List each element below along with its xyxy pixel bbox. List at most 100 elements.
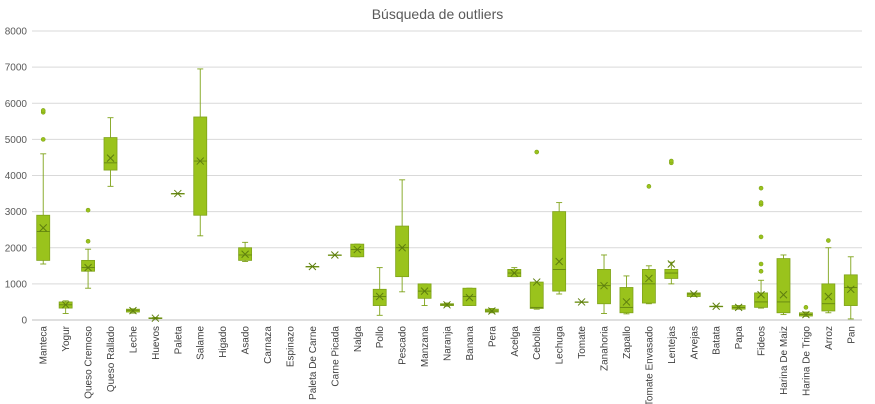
y-tick-label: 1000 (5, 279, 28, 290)
mean-marker (779, 290, 788, 299)
x-tick-label: Fideos (757, 326, 768, 356)
outlier-point (803, 305, 809, 310)
x-tick-label: Queso Rallado (106, 326, 117, 393)
chart-title: Búsqueda de outliers (371, 6, 504, 22)
mean-marker (757, 290, 765, 299)
outlier-point (758, 261, 764, 267)
mean-marker (241, 250, 249, 259)
outlier-point (758, 268, 764, 274)
box (754, 292, 768, 308)
y-tick-label: 4000 (5, 171, 28, 182)
x-tick-label: Banana (465, 326, 476, 361)
mean-marker (443, 300, 451, 309)
x-tick-label: Batata (712, 326, 723, 355)
x-tick-label: Acelga (510, 326, 521, 357)
x-tick-label: Harina De Trigo (801, 326, 812, 396)
x-tick-label: Papa (734, 326, 745, 350)
y-tick-label: 7000 (5, 63, 28, 74)
x-tick-label: Carne Picada (330, 326, 341, 387)
outlier-point (85, 207, 91, 213)
x-tick-label: Huevos (151, 326, 162, 360)
box (619, 287, 634, 314)
outlier-point (758, 200, 764, 205)
mean-marker (689, 290, 698, 298)
mean-marker (600, 281, 608, 290)
x-tick-label: Naranja (443, 326, 454, 361)
mean-marker (61, 300, 70, 309)
x-tick-label: Carnaza (263, 326, 274, 364)
mean-marker (645, 274, 653, 283)
y-tick-label: 3000 (5, 207, 28, 218)
mean-marker (824, 292, 833, 301)
box (664, 269, 679, 279)
mean-marker (39, 224, 48, 232)
outlier-point (758, 185, 764, 191)
x-tick-label: Arroz (824, 326, 835, 350)
x-tick-label: Salame (196, 326, 207, 360)
x-tick-label: Manteca (39, 326, 50, 365)
outlier-point (85, 238, 91, 244)
outlier-point (40, 108, 46, 113)
mean-marker (465, 293, 474, 302)
mean-marker (129, 306, 137, 315)
mean-marker (173, 189, 182, 198)
mean-marker (734, 303, 743, 312)
y-tick-label: 0 (21, 316, 27, 327)
mean-marker (712, 302, 721, 311)
mean-marker (308, 262, 317, 271)
x-tick-label: Espinazo (285, 326, 296, 368)
x-tick-label: Pan (846, 326, 857, 344)
mean-marker (510, 269, 519, 277)
box (686, 292, 701, 297)
outlier-point (646, 184, 652, 189)
mean-marker (353, 245, 362, 254)
box (821, 283, 836, 312)
mean-marker (577, 298, 586, 306)
mean-marker (532, 278, 541, 286)
mean-marker (151, 314, 160, 323)
mean-marker (802, 310, 810, 319)
box (193, 116, 208, 216)
mean-marker (398, 243, 406, 252)
x-tick-label: Cebolla (532, 326, 543, 360)
mean-marker (846, 285, 855, 294)
mean-marker (667, 260, 676, 268)
x-tick-label: Pescado (398, 326, 409, 365)
x-tick-label: Pera (487, 326, 498, 348)
x-tick-label: Higado (218, 326, 229, 358)
mean-marker (375, 292, 384, 301)
box (395, 225, 410, 278)
x-tick-label: Arvejas (689, 326, 700, 359)
box (641, 269, 656, 304)
mean-marker (555, 257, 564, 266)
x-tick-label: Lechuga (555, 326, 566, 365)
box (350, 243, 365, 258)
box (36, 214, 51, 261)
outlier-point (758, 234, 764, 240)
box (81, 259, 95, 272)
y-tick-label: 6000 (5, 99, 28, 110)
outlier-point (826, 238, 831, 243)
x-tick-label: Pollo (375, 326, 386, 349)
mean-marker (488, 307, 496, 315)
box (843, 274, 858, 306)
mean-marker (420, 287, 429, 295)
x-tick-label: Leche (128, 326, 139, 354)
x-tick-label: Zanahoria (600, 326, 611, 371)
box (529, 281, 544, 309)
y-tick-label: 2000 (5, 243, 28, 254)
box (552, 211, 567, 292)
outlier-point (534, 149, 540, 155)
outlier-point (669, 158, 674, 164)
mean-marker (106, 154, 115, 163)
x-tick-label: Yogur (61, 325, 72, 351)
x-tick-label: Harina De Maiz (779, 326, 790, 395)
x-tick-label: Tomate Envasado (644, 326, 655, 404)
mean-marker (622, 298, 631, 306)
x-tick-label: Lentejas (667, 326, 678, 364)
x-tick-label: Nalga (353, 326, 364, 353)
box (597, 269, 611, 305)
x-tick-label: Paleta (173, 326, 184, 355)
